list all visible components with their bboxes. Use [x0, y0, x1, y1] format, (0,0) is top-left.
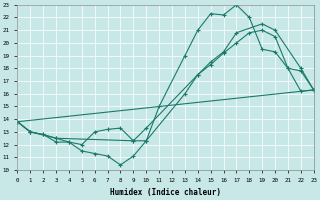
X-axis label: Humidex (Indice chaleur): Humidex (Indice chaleur) — [110, 188, 221, 197]
